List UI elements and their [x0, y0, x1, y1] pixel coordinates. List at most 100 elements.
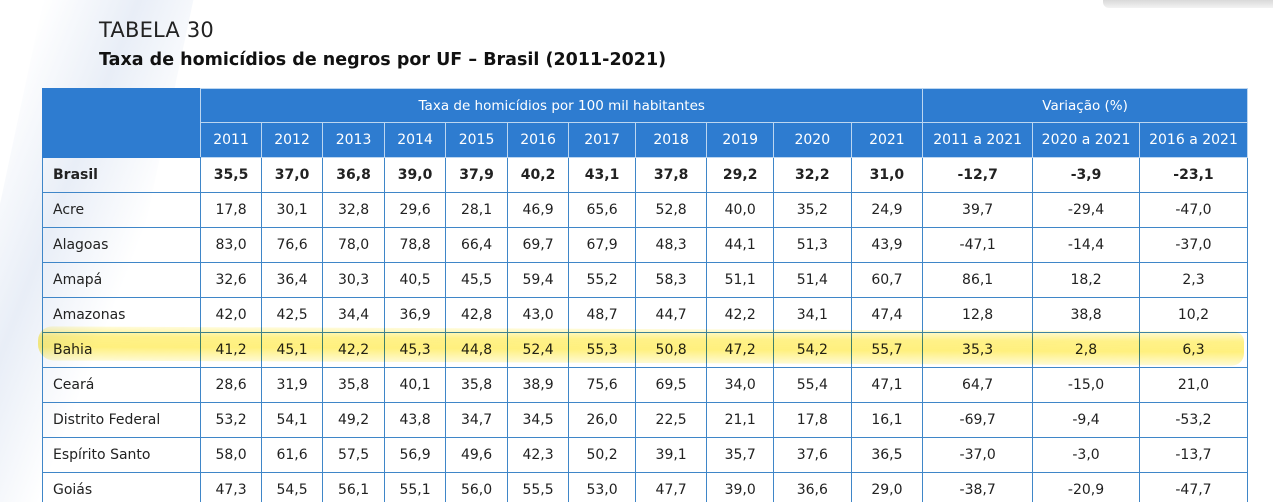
header-corner-cell	[41, 88, 202, 158]
table-header: Taxa de homicídios por 100 mil habitante…	[41, 88, 1249, 158]
rate-cell: 54,1	[260, 402, 324, 438]
rate-cell: 29,2	[706, 157, 774, 193]
uf-name-cell: Acre	[41, 192, 202, 228]
rate-cell: 43,1	[568, 157, 636, 193]
rate-cell: 56,9	[383, 437, 447, 473]
rate-cell: 34,0	[706, 367, 774, 403]
rate-cell: 29,6	[383, 192, 447, 228]
rate-cell: 41,2	[200, 332, 262, 368]
variation-cell: -3,9	[1032, 157, 1140, 193]
variation-cell: -13,7	[1138, 437, 1249, 473]
header-year-2019: 2019	[706, 122, 774, 158]
rate-cell: 31,0	[850, 157, 924, 193]
rate-cell: 51,4	[772, 262, 852, 298]
rate-cell: 50,8	[634, 332, 708, 368]
variation-cell: 38,8	[1032, 297, 1140, 333]
uf-name-cell: Goiás	[41, 472, 202, 502]
variation-cell: -37,0	[922, 437, 1034, 473]
rate-cell: 39,0	[383, 157, 447, 193]
rate-cell: 45,3	[383, 332, 447, 368]
rate-cell: 28,6	[200, 367, 262, 403]
variation-cell: 12,8	[922, 297, 1034, 333]
rate-cell: 34,4	[322, 297, 385, 333]
rate-cell: 66,4	[445, 227, 508, 263]
rate-cell: 34,7	[445, 402, 508, 438]
header-variation-3: 2016 a 2021	[1138, 122, 1249, 158]
rate-cell: 35,5	[200, 157, 262, 193]
rate-cell: 28,1	[445, 192, 508, 228]
variation-cell: 39,7	[922, 192, 1034, 228]
rate-cell: 78,8	[383, 227, 447, 263]
variation-cell: -53,2	[1138, 402, 1249, 438]
rate-cell: 69,5	[634, 367, 708, 403]
rate-cell: 40,0	[706, 192, 774, 228]
variation-cell: 10,2	[1138, 297, 1249, 333]
rate-cell: 17,8	[200, 192, 262, 228]
variation-cell: 21,0	[1138, 367, 1249, 403]
table-row: Alagoas 83,0 76,6 78,0 78,8 66,4 69,7 67,9 48,3 4…	[41, 227, 1249, 263]
variation-cell: 86,1	[922, 262, 1034, 298]
rate-cell: 42,0	[200, 297, 262, 333]
rate-cell: 30,1	[260, 192, 324, 228]
uf-name-cell: Amazonas	[41, 297, 202, 333]
rate-cell: 60,7	[850, 262, 924, 298]
rate-cell: 54,2	[772, 332, 852, 368]
rate-cell: 83,0	[200, 227, 262, 263]
rate-cell: 31,9	[260, 367, 324, 403]
header-group-variation: Variação (%)	[922, 88, 1248, 123]
variation-cell: 18,2	[1032, 262, 1140, 298]
header-year-2018: 2018	[634, 122, 708, 158]
variation-cell: -69,7	[922, 402, 1034, 438]
table-row: Amazonas 42,0 42,5 34,4 36,9 42,8 43,0 48,7 44,7…	[41, 297, 1249, 333]
rate-cell: 55,7	[850, 332, 924, 368]
variation-cell: 64,7	[922, 367, 1034, 403]
variation-cell: -20,9	[1032, 472, 1140, 502]
rate-cell: 32,6	[200, 262, 262, 298]
variation-cell: -15,0	[1032, 367, 1140, 403]
rate-cell: 43,8	[383, 402, 447, 438]
rate-cell: 69,7	[506, 227, 570, 263]
rate-cell: 55,5	[506, 472, 570, 502]
rate-cell: 48,3	[634, 227, 708, 263]
rate-cell: 36,9	[383, 297, 447, 333]
rate-cell: 47,3	[200, 472, 262, 502]
table-row-total: Brasil 35,5 37,0 36,8 39,0 37,9 40,2 43,1 37,8 29…	[41, 157, 1249, 193]
rate-cell: 34,5	[506, 402, 570, 438]
variation-cell: -47,1	[922, 227, 1034, 263]
rate-cell: 67,9	[568, 227, 636, 263]
table-title: Taxa de homicídios de negros por UF – Br…	[99, 50, 667, 70]
rate-cell: 55,1	[383, 472, 447, 502]
rate-cell: 44,8	[445, 332, 508, 368]
rate-cell: 36,8	[322, 157, 385, 193]
table-label: TABELA 30	[99, 18, 214, 42]
rate-cell: 65,6	[568, 192, 636, 228]
rate-cell: 29,0	[850, 472, 924, 502]
header-year-2016: 2016	[506, 122, 570, 158]
uf-name-cell: Brasil	[41, 157, 202, 193]
rate-cell: 58,0	[200, 437, 262, 473]
header-year-2013: 2013	[322, 122, 385, 158]
rate-cell: 32,8	[322, 192, 385, 228]
rate-cell: 45,1	[260, 332, 324, 368]
rate-cell: 52,8	[634, 192, 708, 228]
uf-name-cell: Ceará	[41, 367, 202, 403]
rate-cell: 37,8	[634, 157, 708, 193]
rate-cell: 35,8	[445, 367, 508, 403]
uf-name-cell: Distrito Federal	[41, 402, 202, 438]
rate-cell: 24,9	[850, 192, 924, 228]
rate-cell: 56,0	[445, 472, 508, 502]
header-group-rate: Taxa de homicídios por 100 mil habitante…	[200, 88, 924, 123]
header-year-2014: 2014	[383, 122, 447, 158]
header-year-2017: 2017	[568, 122, 636, 158]
rate-cell: 47,7	[634, 472, 708, 502]
rate-cell: 34,1	[772, 297, 852, 333]
rate-cell: 36,5	[850, 437, 924, 473]
header-variation-1: 2011 a 2021	[922, 122, 1034, 158]
header-variation-2: 2020 a 2021	[1032, 122, 1140, 158]
uf-name-cell: Alagoas	[41, 227, 202, 263]
table-row: Distrito Federal 53,2 54,1 49,2 43,8 34,7 34,5…	[41, 402, 1249, 438]
rate-cell: 42,3	[506, 437, 570, 473]
rate-cell: 55,3	[568, 332, 636, 368]
rate-cell: 38,9	[506, 367, 570, 403]
variation-cell: -37,0	[1138, 227, 1249, 263]
